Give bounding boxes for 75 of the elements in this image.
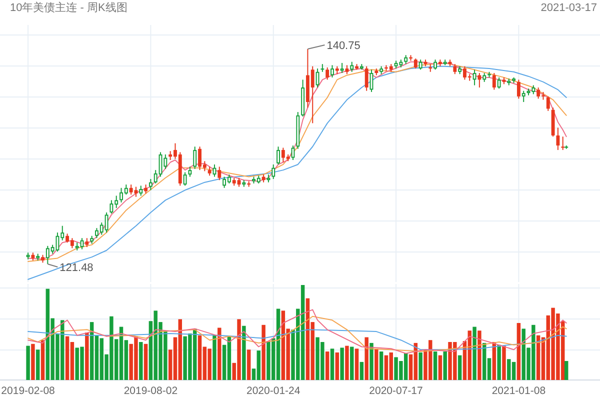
bar bbox=[139, 342, 143, 380]
bar bbox=[516, 323, 521, 380]
bar bbox=[350, 346, 354, 380]
candlestick bbox=[492, 72, 496, 90]
candlestick bbox=[418, 59, 422, 70]
bar bbox=[26, 346, 30, 380]
candlestick bbox=[428, 64, 432, 72]
candlestick bbox=[414, 58, 418, 70]
bar bbox=[340, 348, 344, 380]
candlestick bbox=[326, 66, 330, 80]
x-tick-label: 2021-01-08 bbox=[492, 385, 546, 397]
candlestick bbox=[272, 164, 276, 180]
x-tick-label: 2019-08-02 bbox=[124, 385, 178, 397]
bar bbox=[418, 352, 422, 380]
bar bbox=[40, 340, 45, 380]
candlestick bbox=[247, 180, 251, 188]
candlestick bbox=[316, 68, 320, 88]
candlestick bbox=[556, 127, 560, 150]
bar bbox=[478, 330, 482, 380]
candlestick bbox=[183, 172, 187, 186]
candlestick bbox=[546, 96, 550, 112]
bar bbox=[443, 352, 447, 380]
candlestick bbox=[139, 185, 143, 196]
candlestick bbox=[478, 72, 482, 88]
bar bbox=[85, 332, 89, 380]
bar bbox=[246, 350, 251, 380]
bar bbox=[458, 355, 462, 380]
bar bbox=[433, 352, 438, 380]
candlestick bbox=[522, 90, 526, 102]
candlestick bbox=[364, 66, 368, 92]
candlestick bbox=[516, 79, 520, 100]
bar bbox=[335, 352, 340, 380]
bar bbox=[379, 352, 384, 380]
x-tick-label: 2020-01-24 bbox=[246, 385, 300, 397]
bar bbox=[564, 361, 568, 380]
text: 2021-03-17 bbox=[540, 2, 597, 14]
candlestick bbox=[148, 178, 152, 191]
annotation: 121.48 bbox=[60, 262, 94, 274]
bar bbox=[360, 362, 364, 380]
bar bbox=[364, 337, 368, 380]
chart-title: 10年美债主连 - 周K线图 bbox=[10, 1, 128, 14]
candlestick bbox=[340, 62, 344, 74]
candlestick bbox=[497, 76, 501, 90]
bar bbox=[438, 355, 442, 380]
candlestick bbox=[434, 59, 437, 70]
bar bbox=[262, 324, 266, 380]
candlestick bbox=[561, 136, 565, 150]
bar bbox=[497, 344, 501, 380]
candlestick bbox=[218, 166, 222, 181]
candlestick bbox=[472, 69, 476, 86]
candlestick bbox=[276, 146, 280, 165]
bar bbox=[370, 342, 374, 380]
candlestick bbox=[453, 64, 457, 75]
bar bbox=[330, 348, 334, 380]
annotation: 140.75 bbox=[326, 40, 360, 52]
x-tick-label: 2020-07-17 bbox=[369, 385, 424, 397]
bar bbox=[502, 346, 506, 380]
bar bbox=[36, 350, 40, 380]
candlestick bbox=[320, 64, 324, 72]
bar bbox=[374, 348, 378, 380]
candlestick bbox=[330, 64, 334, 78]
candlestick bbox=[193, 146, 197, 170]
bar bbox=[212, 335, 216, 380]
x-tick-label: 2019-02-08 bbox=[1, 385, 56, 397]
bar bbox=[472, 326, 476, 380]
bar bbox=[31, 344, 35, 380]
bar bbox=[325, 352, 330, 380]
bar bbox=[345, 346, 349, 380]
bar bbox=[242, 326, 246, 380]
bar bbox=[218, 328, 222, 380]
candlestick bbox=[188, 166, 192, 178]
bar bbox=[144, 344, 148, 380]
candlestick bbox=[291, 145, 295, 161]
candlestick bbox=[350, 61, 354, 72]
bar bbox=[354, 348, 359, 380]
